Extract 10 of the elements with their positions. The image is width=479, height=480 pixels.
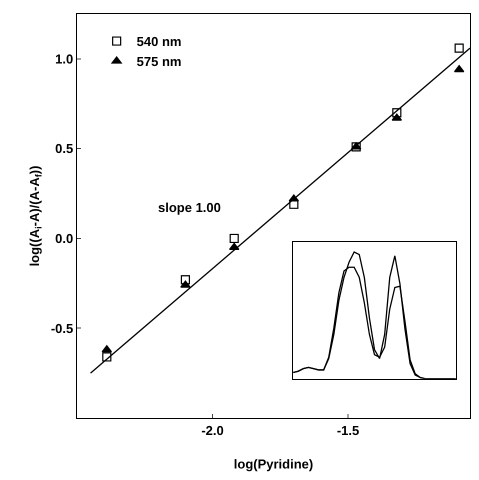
y-tick-label: 0.5 [55,141,74,156]
annotation: slope 1.00 [158,200,221,215]
x-axis-title: log(Pyridine) [234,456,314,472]
y-tick-label: -0.5 [50,320,74,336]
x-tick-label: -1.5 [336,422,360,438]
x-tick-label: -2.0 [201,422,224,438]
legend-label: 575 nm [136,54,182,70]
y-tick-label: 0.0 [55,230,74,246]
legend-label: 540 nm [136,34,182,50]
y-tick-label: 1.0 [55,51,74,66]
